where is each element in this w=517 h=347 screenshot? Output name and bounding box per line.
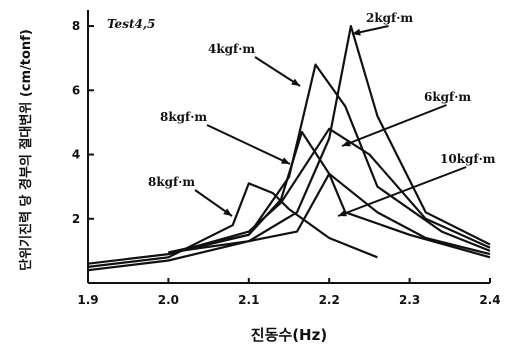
x-tick-label: 2.1 (238, 293, 259, 307)
annotation-label: 8kgf·m (148, 175, 195, 189)
annotation-arrowhead (281, 157, 290, 164)
annotation-arrowhead (338, 209, 347, 217)
y-ticks: 2 4 6 8 (72, 19, 94, 226)
annotation-arrow (341, 104, 447, 147)
chart-title: Test4,5 (107, 17, 155, 31)
series-line-5 (87, 172, 491, 272)
x-axis-label: 진동수(Hz) (251, 326, 327, 344)
x-tick-label: 2.4 (479, 293, 500, 307)
annotation-arrowhead (223, 208, 232, 216)
series-line-2 (87, 127, 491, 265)
series-layer (87, 25, 491, 272)
y-tick-label: 6 (72, 83, 80, 97)
x-tick-label: 2.0 (158, 293, 179, 307)
annotation-arrow (337, 166, 467, 217)
axes (87, 10, 490, 284)
y-tick-label: 4 (72, 148, 80, 162)
annotation-arrowhead (291, 78, 300, 86)
series-line-3 (168, 130, 491, 256)
y-tick-label: 8 (72, 19, 80, 33)
y-tick-label: 2 (72, 212, 80, 226)
annotation-label: 6kgf·m (424, 90, 471, 104)
series-line-0 (168, 25, 491, 254)
x-tick-label: 2.3 (399, 293, 420, 307)
annotation-label: 10kgf·m (440, 152, 496, 166)
annotation-arrow (254, 56, 301, 87)
x-ticks: 1.9 2.0 2.1 2.2 2.3 2.4 (77, 278, 501, 307)
annotation-arrowhead (342, 139, 351, 147)
annotation-label: 4kgf·m (208, 42, 255, 56)
annotation-label: 2kgf·m (366, 11, 413, 25)
y-axis-label: 단위기진력 당 경부의 절대변위 (cm/tonf) (18, 29, 34, 271)
series-line-4 (87, 182, 378, 268)
annotation-label: 8kgf·m (160, 110, 207, 124)
x-tick-label: 2.2 (319, 293, 340, 307)
annotation-arrow (206, 124, 291, 165)
x-tick-label: 1.9 (77, 293, 98, 307)
annotation-layer: 2kgf·m 4kgf·m 6kgf·m 8kgf·m 8kgf·m 10kgf·m (148, 11, 496, 217)
annotation-arrowhead (352, 28, 361, 36)
